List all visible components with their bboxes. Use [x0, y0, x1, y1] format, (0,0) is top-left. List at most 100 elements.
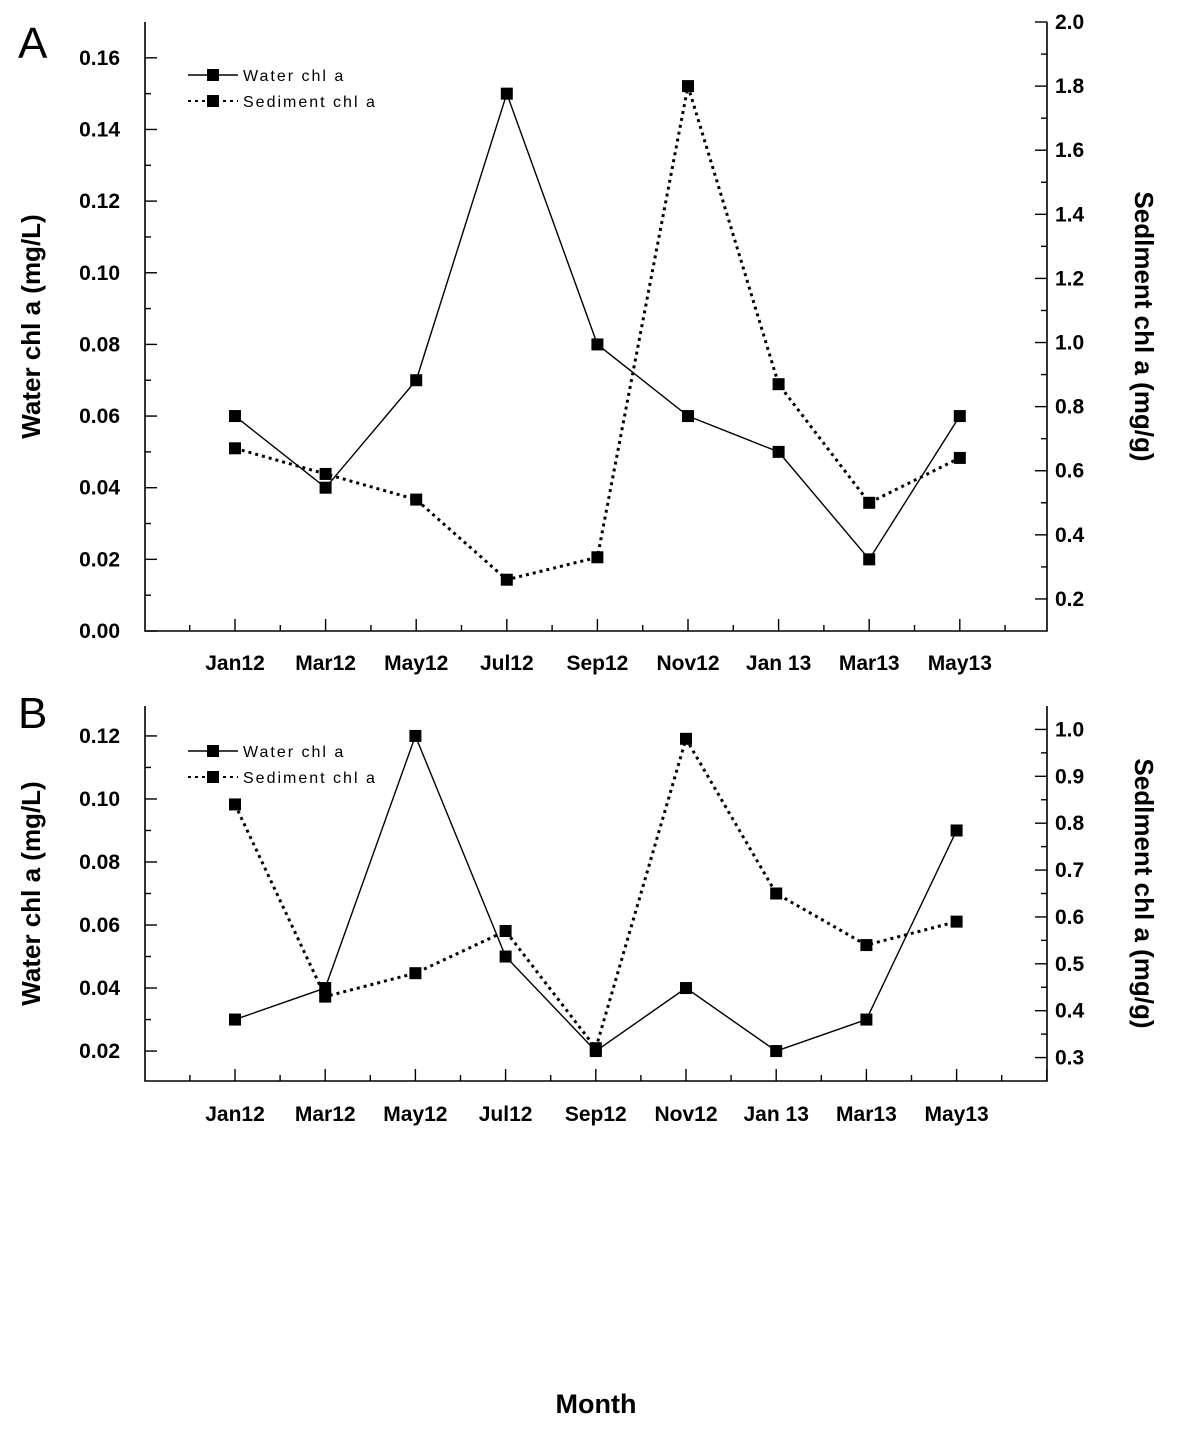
- sediment-data-point: [591, 551, 604, 564]
- water-data-point: [770, 1045, 783, 1058]
- x-tick-label: Jan 13: [746, 652, 811, 675]
- sediment-data-point: [409, 967, 422, 980]
- y2-tick-label: 0.8: [1055, 812, 1085, 835]
- y2-axis-title: Sedlment chl a (mg/g): [1129, 758, 1159, 1028]
- y2-tick-label: 0.6: [1055, 906, 1084, 929]
- x-tick-label: Nov12: [656, 652, 719, 675]
- x-tick-label: May12: [383, 1103, 447, 1126]
- x-tick-label: May13: [924, 1103, 988, 1126]
- legend-sediment-marker: [207, 771, 219, 783]
- legend-water-marker: [207, 69, 219, 81]
- legend-water-label: Water chl a: [243, 744, 345, 761]
- panel-b-letter: B: [18, 689, 47, 738]
- x-tick-label: Nov12: [654, 1103, 717, 1126]
- x-tick-label: Jul12: [480, 652, 534, 675]
- y-tick-label: 0.16: [79, 47, 120, 70]
- y2-tick-label: 0.2: [1055, 588, 1084, 611]
- sediment-data-point: [500, 573, 513, 586]
- y-tick-label: 0.06: [79, 914, 120, 937]
- y-tick-label: 0.08: [79, 851, 120, 874]
- y-tick-label: 0.12: [79, 725, 120, 748]
- sediment-data-point: [680, 732, 692, 745]
- y-tick-label: 0.00: [79, 620, 120, 643]
- water-data-point: [410, 374, 423, 387]
- water-data-point: [229, 410, 241, 423]
- x-tick-label: Jan12: [205, 1103, 265, 1126]
- water-data-point: [772, 445, 785, 458]
- y2-tick-label: 1.0: [1055, 718, 1084, 741]
- water-data-point: [863, 553, 876, 566]
- panel-1-axes-frame: [144, 706, 1048, 1082]
- water-data-point: [499, 950, 512, 963]
- legend-sediment-label: Sediment chl a: [243, 94, 377, 111]
- x-tick-label: May13: [928, 652, 992, 675]
- x-tick-label: Mar12: [295, 1103, 356, 1126]
- x-tick-label: Sep12: [566, 652, 628, 675]
- water-data-point: [950, 824, 963, 837]
- y-tick-label: 0.06: [79, 405, 120, 428]
- sediment-data-point: [953, 451, 966, 464]
- sediment-data-point: [319, 467, 332, 480]
- x-tick-label: Mar13: [839, 652, 900, 675]
- y2-tick-label: 1.6: [1055, 139, 1084, 162]
- y-tick-label: 0.02: [79, 548, 120, 571]
- sediment-data-point: [860, 939, 873, 952]
- water-data-point: [682, 410, 694, 423]
- water-data-point: [953, 410, 966, 423]
- sediment-data-point: [950, 915, 963, 928]
- y2-axis-title: Sedlment chl a (mg/g): [1129, 191, 1159, 461]
- sediment-data-point: [319, 990, 332, 1003]
- y2-tick-label: 0.7: [1055, 859, 1084, 882]
- water-data-point: [409, 729, 422, 742]
- sediment-data-point: [682, 80, 694, 93]
- y-tick-label: 0.14: [79, 118, 120, 141]
- y-tick-label: 0.02: [79, 1040, 120, 1063]
- y2-tick-label: 0.9: [1055, 765, 1084, 788]
- x-tick-label: Mar12: [295, 652, 356, 675]
- sediment-data-point: [410, 493, 423, 506]
- water-data-point: [591, 338, 604, 351]
- x-tick-label: May12: [384, 652, 448, 675]
- y2-tick-label: 1.8: [1055, 75, 1085, 98]
- x-tick-label: Jan 13: [744, 1103, 809, 1126]
- chart-panel-a: 0.00 0.02 0.04 0.06 0.08 0.10 0.12 0.14 0.16 0.2 0…: [16, 11, 1159, 675]
- water-data-point: [680, 982, 692, 995]
- y-tick-label: 0.10: [79, 788, 120, 811]
- legend-water-marker: [207, 745, 219, 757]
- sediment-data-point: [772, 378, 785, 391]
- y-tick-label: 0.12: [79, 190, 120, 213]
- y2-tick-label: 2.0: [1055, 11, 1084, 34]
- legend-sediment-label: Sediment chl a: [243, 770, 377, 787]
- y-tick-label: 0.04: [79, 977, 120, 1000]
- sediment-data-point: [589, 1042, 602, 1055]
- x-tick-label: Sep12: [565, 1103, 627, 1126]
- sediment-data-point: [863, 496, 876, 509]
- legend-sediment-marker: [207, 95, 219, 107]
- y-tick-label: 0.10: [79, 262, 120, 285]
- y-tick-label: 0.04: [79, 477, 120, 500]
- y2-tick-label: 1.2: [1055, 267, 1084, 290]
- sediment-data-point: [770, 887, 783, 900]
- y2-tick-label: 0.4: [1055, 524, 1085, 547]
- sediment-data-point: [499, 925, 512, 937]
- y-axis-title: Water chl a (mg/L): [16, 214, 46, 438]
- y2-tick-label: 0.8: [1055, 396, 1085, 419]
- water-series-line: [234, 91, 961, 561]
- sediment-series-line: [234, 85, 961, 582]
- y2-tick-label: 0.5: [1055, 953, 1085, 976]
- x-tick-label: Jan12: [205, 652, 265, 675]
- water-data-point: [229, 1013, 241, 1026]
- x-axis-title: Month: [556, 1389, 637, 1419]
- y2-tick-label: 1.0: [1055, 332, 1084, 355]
- panel-0-axes-frame: [144, 22, 1048, 632]
- x-tick-label: Mar13: [836, 1103, 897, 1126]
- water-data-point: [319, 481, 332, 494]
- y-axis-title: Water chl a (mg/L): [16, 781, 46, 1005]
- chart-panel-b: 0.02 0.04 0.06 0.08 0.10 0.12 0.3 0.4 0.5 0.6 0.7 0…: [16, 706, 1159, 1126]
- sediment-data-point: [229, 442, 241, 455]
- sediment-data-point: [229, 798, 241, 811]
- panel-a-letter: A: [18, 19, 48, 68]
- x-tick-label: Jul12: [479, 1103, 533, 1126]
- water-data-point: [860, 1013, 873, 1026]
